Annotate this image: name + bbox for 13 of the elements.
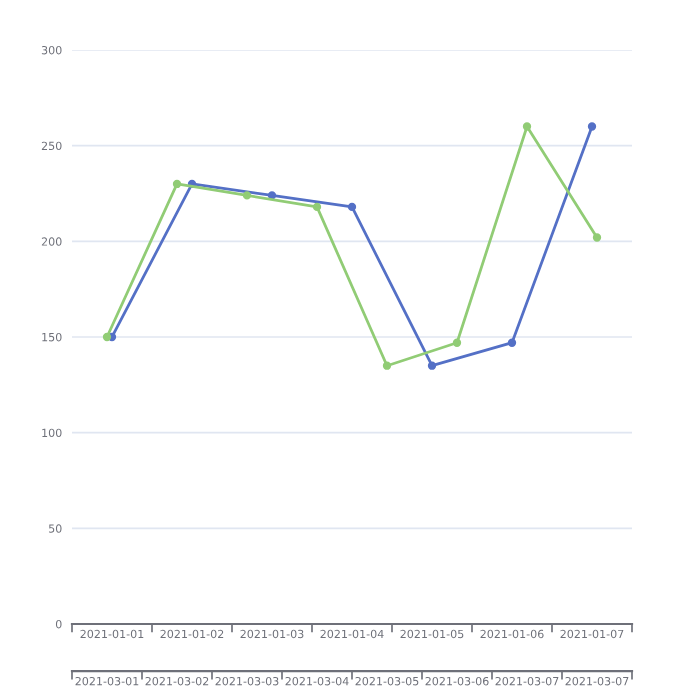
- point: [347, 202, 357, 212]
- point: [452, 338, 462, 347]
- point: [312, 202, 322, 212]
- point: [172, 179, 182, 189]
- point: [102, 332, 112, 342]
- point: [267, 191, 277, 200]
- point: [242, 191, 252, 200]
- point: [587, 122, 597, 131]
- point: [592, 233, 602, 242]
- point: [507, 338, 517, 347]
- point: [522, 122, 532, 131]
- point: [382, 361, 392, 370]
- point: [427, 361, 437, 370]
